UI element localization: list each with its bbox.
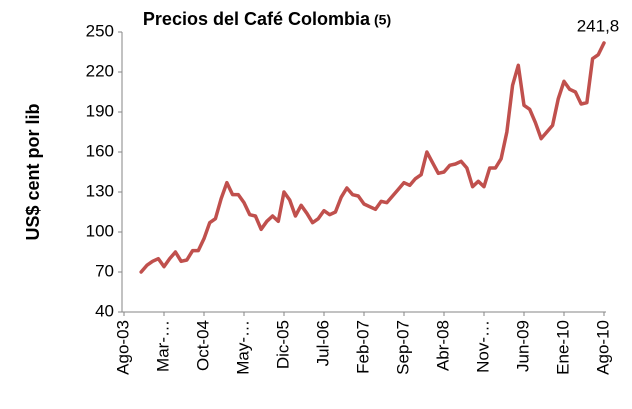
y-axis-label: US$ cent por lib [23,103,43,240]
y-tick-label: 130 [86,181,114,200]
line-series [139,41,606,274]
x-tick-label: Ago-03 [113,320,132,375]
x-tick-label: Jun-09 [513,320,532,372]
y-tick-label: 190 [86,101,114,120]
data-label: 241,8 [577,16,620,35]
x-tick-label: Dic-05 [273,320,292,369]
y-tick-label: 160 [86,141,114,160]
chart-title-note: (5) [374,12,391,28]
y-tick-label: 100 [86,221,114,240]
y-tick-label: 220 [86,61,114,80]
chart-title: Precios del Café Colombia [143,9,371,29]
y-tick-label: 40 [95,301,114,320]
x-tick-label: Jul-06 [313,320,332,366]
x-tick-label: Nov-… [473,320,492,373]
x-tick-label: Sep-07 [393,320,412,375]
x-tick-label: May-… [233,320,252,375]
y-tick-label: 70 [95,261,114,280]
x-tick-label: Feb-07 [353,320,372,374]
x-tick-label: Ago-10 [593,320,612,375]
x-tick-label: Ene-10 [553,320,572,375]
x-tick-label: Mar-… [153,320,172,372]
x-tick-label: Abr-08 [433,320,452,371]
x-tick-label: Oct-04 [193,320,212,371]
y-tick-label: 250 [86,21,114,40]
